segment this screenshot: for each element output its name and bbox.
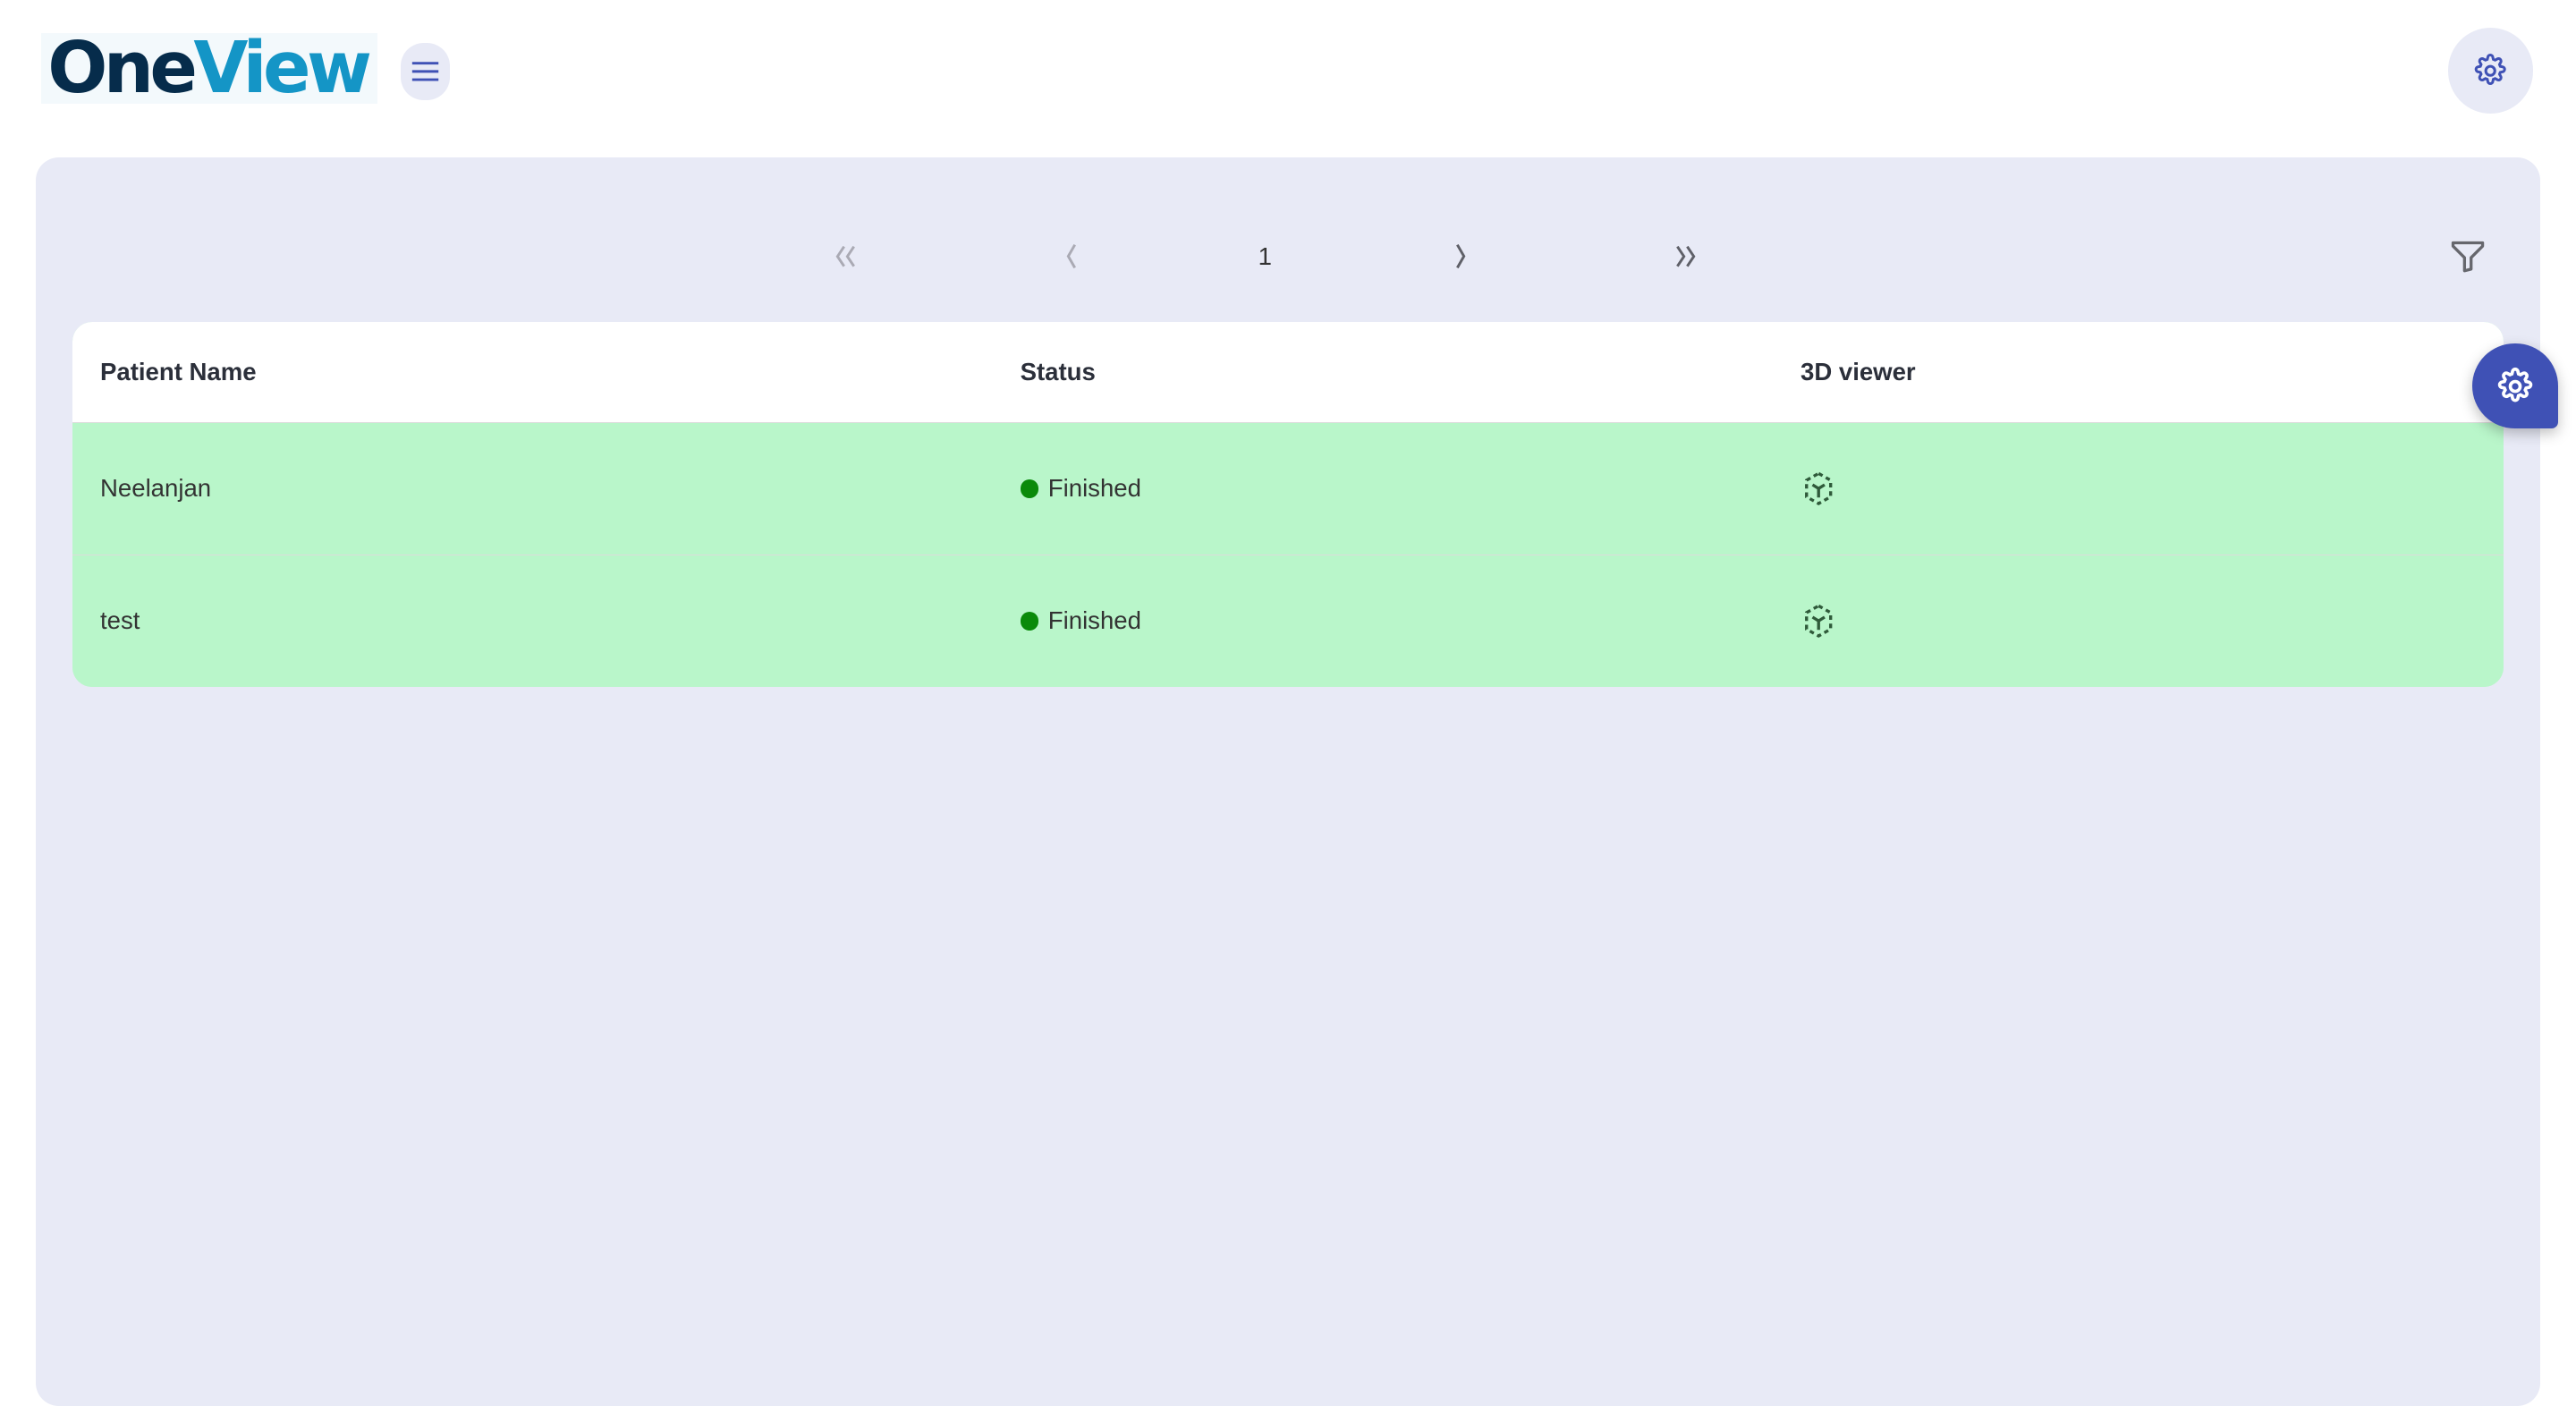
- column-header-status: Status: [1020, 358, 1096, 385]
- current-page: 1: [1258, 241, 1272, 270]
- 3d-viewer-button[interactable]: [1801, 470, 1836, 506]
- status-text: Finished: [1047, 606, 1141, 635]
- 3d-viewer-cell: [1801, 423, 1836, 555]
- gear-icon: [2497, 367, 2533, 402]
- 3d-cube-icon: [1805, 471, 1833, 506]
- column-header-3d-viewer: 3D viewer: [1801, 358, 1916, 385]
- logo-text-one: One: [47, 26, 198, 109]
- column-header-patient-name: Patient Name: [100, 358, 257, 385]
- table-row[interactable]: test Finished: [72, 554, 2504, 687]
- 3d-viewer-button[interactable]: [1801, 603, 1836, 639]
- filter-icon: [2451, 241, 2484, 273]
- chevrons-right-icon: [1676, 245, 1696, 267]
- next-page-button[interactable]: [1441, 240, 1480, 273]
- status-dot-icon: [1020, 479, 1038, 498]
- patients-table: Patient Name Status 3D viewer Neelanjan …: [72, 321, 2504, 687]
- hamburger-icon: [411, 62, 439, 81]
- 3d-cube-icon: [1805, 604, 1833, 639]
- 3d-viewer-cell: [1801, 555, 1836, 687]
- chevron-left-icon: [1066, 243, 1076, 269]
- status-dot-icon: [1020, 612, 1038, 631]
- chevron-right-icon: [1455, 243, 1466, 269]
- last-page-button[interactable]: [1665, 240, 1705, 273]
- patient-name: Neelanjan: [100, 474, 212, 503]
- gear-icon: [2474, 53, 2506, 85]
- prev-page-button[interactable]: [1051, 240, 1090, 273]
- status-badge: Finished: [1020, 555, 1141, 687]
- status-text: Finished: [1047, 474, 1141, 503]
- first-page-button[interactable]: [826, 240, 866, 273]
- menu-button[interactable]: [401, 42, 451, 101]
- settings-button[interactable]: [2447, 28, 2534, 114]
- filter-button[interactable]: [2448, 238, 2487, 284]
- floating-settings-button[interactable]: [2472, 343, 2558, 429]
- table-header: Patient Name Status 3D viewer: [72, 321, 2504, 423]
- oneview-logo: OneView: [40, 32, 378, 104]
- status-badge: Finished: [1020, 423, 1141, 555]
- logo-text-view: View: [193, 26, 372, 109]
- chevrons-left-icon: [835, 245, 856, 267]
- patient-name: test: [100, 606, 140, 635]
- table-row[interactable]: Neelanjan Finished: [72, 422, 2504, 555]
